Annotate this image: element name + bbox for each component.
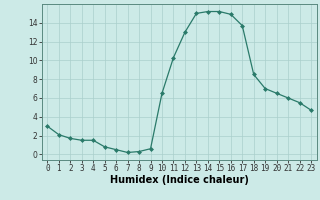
X-axis label: Humidex (Indice chaleur): Humidex (Indice chaleur) <box>110 175 249 185</box>
